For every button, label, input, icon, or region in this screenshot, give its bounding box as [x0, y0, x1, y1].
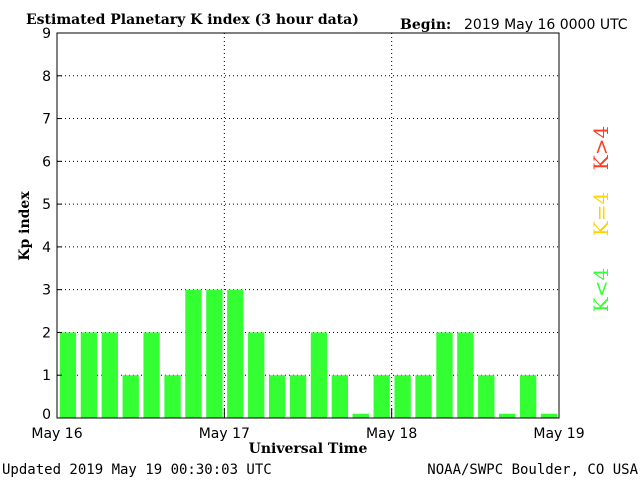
y-axis-label: Kp index — [17, 191, 33, 261]
legend-low: K<4 — [589, 268, 613, 312]
y-tick-label: 0 — [42, 407, 51, 423]
y-tick-label: 8 — [42, 69, 51, 85]
kp-bar — [122, 375, 139, 418]
x-tick-label: May 18 — [366, 426, 417, 442]
kp-bar — [519, 375, 537, 418]
kp-bar — [80, 332, 98, 418]
x-tick-label: May 16 — [31, 426, 82, 442]
begin-label: Begin: — [400, 17, 451, 33]
kp-bar — [101, 332, 118, 418]
credit-text: NOAA/SWPC Boulder, CO USA — [427, 462, 638, 478]
kp-bar — [59, 332, 77, 418]
begin-value: 2019 May 16 0000 UTC — [464, 17, 628, 33]
updated-text: Updated 2019 May 19 00:30:03 UTC — [2, 462, 272, 478]
legend-mid: K=4 — [589, 192, 613, 236]
y-tick-label: 6 — [42, 154, 51, 170]
kp-bar — [499, 413, 516, 418]
kp-bar — [457, 332, 474, 418]
kp-bar — [227, 289, 244, 418]
kp-bar — [143, 332, 160, 418]
y-tick-label: 3 — [42, 283, 51, 299]
kp-bar — [352, 413, 369, 418]
kp-bar — [185, 289, 202, 418]
kp-bar — [394, 375, 411, 418]
kp-bar — [373, 375, 390, 418]
legend-high: K>4 — [589, 126, 613, 170]
y-ticks: 0 1 2 3 4 5 6 7 8 9 — [42, 26, 62, 423]
kp-bar — [310, 332, 328, 418]
kp-bar — [289, 375, 307, 418]
kp-bar — [415, 375, 432, 418]
kp-bar — [248, 332, 265, 418]
plot-frame — [56, 32, 560, 419]
y-tick-label: 1 — [42, 368, 51, 384]
chart-title: Estimated Planetary K index (3 hour data… — [26, 12, 359, 28]
kp-bar — [436, 332, 453, 418]
x-ticks: May 16 May 17 May 18 May 19 — [31, 408, 585, 442]
y-tick-label: 2 — [42, 325, 51, 341]
kp-bar — [478, 375, 495, 418]
y-tick-label: 9 — [42, 26, 51, 42]
x-tick-label: May 19 — [533, 426, 584, 442]
x-tick-label: May 17 — [199, 426, 250, 442]
kp-bar — [268, 375, 286, 418]
y-tick-label: 7 — [42, 112, 51, 128]
y-tick-label: 4 — [42, 240, 51, 256]
kp-bar — [331, 375, 349, 418]
kp-bar — [540, 413, 558, 418]
grid — [57, 33, 559, 418]
y-tick-label: 5 — [42, 197, 51, 213]
bars — [59, 289, 558, 418]
kp-bar — [206, 289, 223, 418]
kp-bar — [164, 375, 181, 418]
x-axis-label: Universal Time — [249, 441, 368, 457]
